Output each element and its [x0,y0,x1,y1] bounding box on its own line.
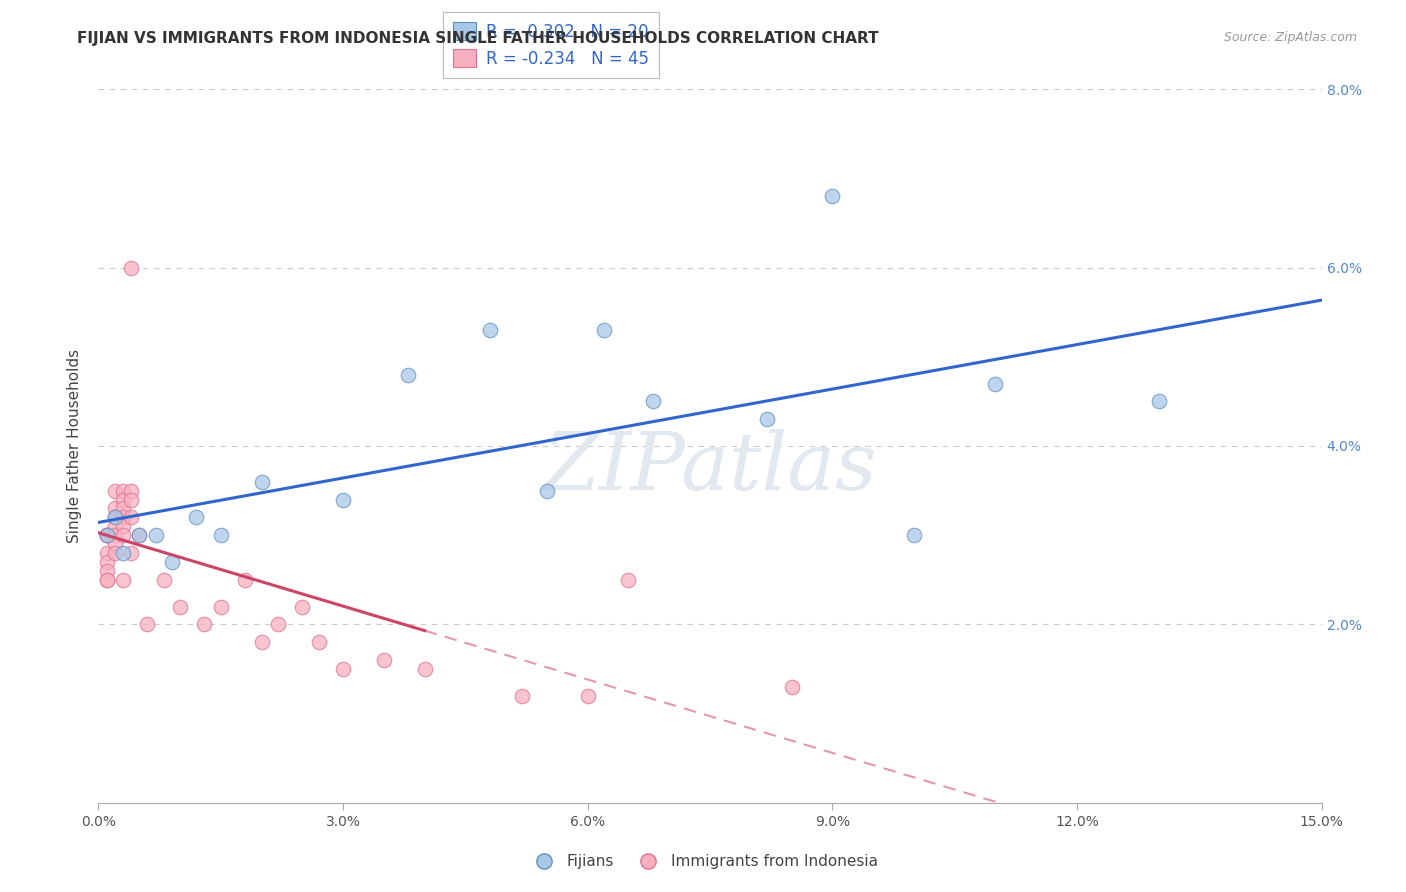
Point [576,689,599,703]
Point [96,528,118,542]
Point [332,492,354,507]
Text: ZIPatlas: ZIPatlas [543,429,877,506]
Point [104,519,127,533]
Point [111,510,134,524]
Point [250,635,273,649]
Point [111,492,134,507]
Point [96,573,118,587]
Text: FIJIAN VS IMMIGRANTS FROM INDONESIA SINGLE FATHER HOUSEHOLDS CORRELATION CHART: FIJIAN VS IMMIGRANTS FROM INDONESIA SING… [77,31,879,46]
Point [233,573,256,587]
Point [145,528,167,542]
Point [152,573,174,587]
Point [396,368,419,382]
Point [104,537,127,551]
Point [96,528,118,542]
Point [821,189,844,203]
Point [96,528,118,542]
Point [413,662,436,676]
Point [96,528,118,542]
Point [104,483,127,498]
Point [641,394,664,409]
Point [111,483,134,498]
Point [96,564,118,578]
Point [780,680,803,694]
Point [373,653,395,667]
Point [617,573,640,587]
Point [111,519,134,533]
Point [104,528,127,542]
Point [209,528,232,542]
Point [111,528,134,542]
Point [512,689,534,703]
Point [267,617,290,632]
Point [209,599,232,614]
Point [160,555,183,569]
Point [308,635,330,649]
Point [756,412,779,426]
Point [984,376,1007,391]
Y-axis label: Single Father Households: Single Father Households [67,349,83,543]
Point [120,510,142,524]
Point [96,573,118,587]
Point [104,510,127,524]
Legend: Fijians, Immigrants from Indonesia: Fijians, Immigrants from Indonesia [523,848,883,875]
Point [104,546,127,560]
Point [120,546,142,560]
Text: Source: ZipAtlas.com: Source: ZipAtlas.com [1223,31,1357,45]
Legend: R =  0.302   N = 20, R = -0.234   N = 45: R = 0.302 N = 20, R = -0.234 N = 45 [443,12,659,78]
Point [332,662,354,676]
Point [128,528,150,542]
Point [169,599,191,614]
Point [1147,394,1170,409]
Point [104,510,127,524]
Point [186,510,208,524]
Point [111,573,134,587]
Point [111,546,134,560]
Point [96,546,118,560]
Point [136,617,159,632]
Point [120,483,142,498]
Point [120,260,142,275]
Point [193,617,215,632]
Point [120,492,142,507]
Point [104,501,127,516]
Point [128,528,150,542]
Point [478,323,501,337]
Point [593,323,616,337]
Point [111,501,134,516]
Point [250,475,273,489]
Point [903,528,925,542]
Point [536,483,558,498]
Point [291,599,314,614]
Point [96,555,118,569]
